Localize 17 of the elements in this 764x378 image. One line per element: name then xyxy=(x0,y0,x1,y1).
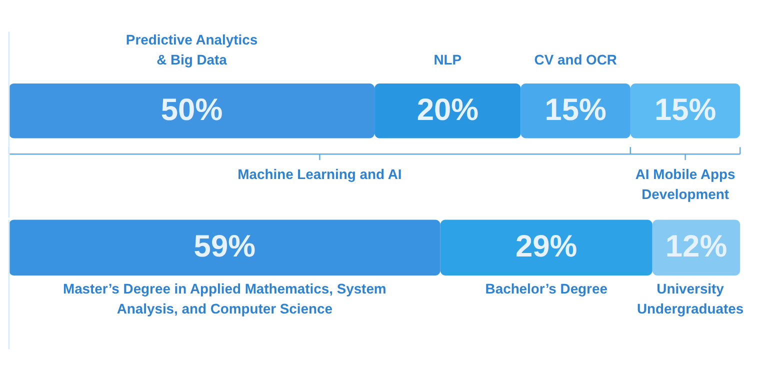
bar xyxy=(8,83,375,138)
text: Machine Learning and AI xyxy=(238,166,402,182)
series-label: Predictive Analytics & Big Data xyxy=(126,32,258,68)
series-label: CV and OCR xyxy=(534,52,617,68)
series-label: Bachelor’s Degree xyxy=(485,280,608,296)
data-label: 59% xyxy=(194,228,256,264)
data-label: 15% xyxy=(544,92,606,127)
data-label: 29% xyxy=(516,228,578,264)
series-label: Master’s Degree in Applied Mathematics, System Analysis, and Computer Science xyxy=(62,280,386,316)
data-label: 15% xyxy=(654,92,716,127)
series-label: University Undergraduates xyxy=(636,280,744,316)
bar xyxy=(374,83,521,138)
series-label: NLP xyxy=(434,52,462,68)
data-label: 20% xyxy=(416,92,479,127)
data-label: 12% xyxy=(665,228,728,264)
legend-label: AI Mobile Apps Development xyxy=(635,166,736,202)
data-label: 50% xyxy=(160,92,223,127)
